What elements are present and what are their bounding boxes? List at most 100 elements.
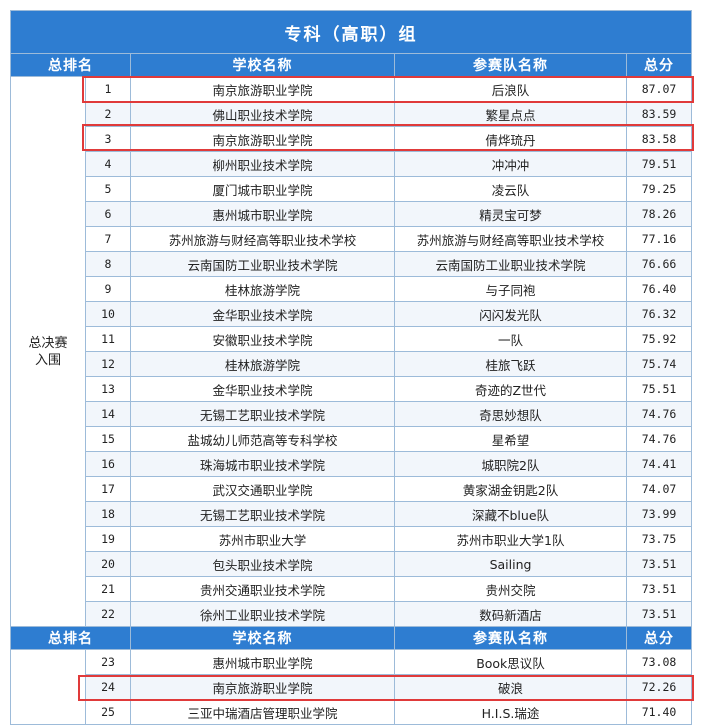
table-row: 19 苏州市职业大学 苏州市职业大学1队 73.75 <box>11 526 693 552</box>
score-cell: 73.51 <box>625 601 693 627</box>
header-school: 学校名称 <box>130 626 395 650</box>
score-cell: 75.74 <box>625 351 693 377</box>
rank-cell: 15 <box>85 426 131 452</box>
rank-cell: 11 <box>85 326 131 352</box>
school-cell: 南京旅游职业学院 <box>130 76 395 102</box>
team-cell: 一队 <box>394 326 627 352</box>
school-cell: 苏州旅游与财经高等职业技术学校 <box>130 226 395 252</box>
header-row: 总排名 学校名称 参赛队名称 总分 <box>10 53 693 77</box>
rank-cell: 21 <box>85 576 131 602</box>
rank-cell: 7 <box>85 226 131 252</box>
score-cell: 74.41 <box>625 451 693 477</box>
school-cell: 三亚中瑞酒店管理职业学院 <box>130 699 395 725</box>
rank-cell: 5 <box>85 176 131 202</box>
score-cell: 76.66 <box>625 251 693 277</box>
rank-cell: 12 <box>85 351 131 377</box>
team-cell: 桂旅飞跃 <box>394 351 627 377</box>
group-label-line1: 总决赛 <box>28 335 68 351</box>
group-cell-empty <box>10 649 86 725</box>
score-cell: 76.40 <box>625 276 693 302</box>
table-row: 21 贵州交通职业技术学院 贵州交院 73.51 <box>11 576 693 602</box>
table-row: 16 珠海城市职业技术学院 城职院2队 74.41 <box>11 451 693 477</box>
score-cell: 73.99 <box>625 501 693 527</box>
school-cell: 徐州工业职业技术学院 <box>130 601 395 627</box>
school-cell: 惠州城市职业学院 <box>130 201 395 227</box>
table-row: 18 无锡工艺职业技术学院 深藏不blue队 73.99 <box>11 501 693 527</box>
score-cell: 75.92 <box>625 326 693 352</box>
table-row: 24 南京旅游职业学院 破浪 72.26 <box>11 674 693 700</box>
score-cell: 83.58 <box>625 126 693 152</box>
header-school: 学校名称 <box>130 53 395 77</box>
rank-cell: 23 <box>85 649 131 675</box>
score-cell: 74.76 <box>625 426 693 452</box>
table-row: 10 金华职业技术学院 闪闪发光队 76.32 <box>11 301 693 327</box>
school-cell: 桂林旅游学院 <box>130 276 395 302</box>
table-row: 13 金华职业技术学院 奇迹的Z世代 75.51 <box>11 376 693 402</box>
second-section: 总排名 学校名称 参赛队名称 总分 <box>10 626 693 650</box>
score-cell: 87.07 <box>625 76 693 102</box>
header-rank: 总排名 <box>10 626 131 650</box>
school-cell: 柳州职业技术学院 <box>130 151 395 177</box>
school-cell: 南京旅游职业学院 <box>130 674 395 700</box>
team-cell: 闪闪发光队 <box>394 301 627 327</box>
table-row: 4 柳州职业技术学院 冲冲冲 79.51 <box>11 151 693 177</box>
team-cell: Book思议队 <box>394 649 627 675</box>
header-score: 总分 <box>625 626 693 650</box>
group-label-line2: 入围 <box>34 352 61 368</box>
team-cell: 凌云队 <box>394 176 627 202</box>
team-cell: 冲冲冲 <box>394 151 627 177</box>
rank-cell: 17 <box>85 476 131 502</box>
header-team: 参赛队名称 <box>394 53 627 77</box>
rank-cell: 19 <box>85 526 131 552</box>
school-cell: 无锡工艺职业技术学院 <box>130 401 395 427</box>
table-row: 20 包头职业技术学院 Sailing 73.51 <box>11 551 693 577</box>
school-cell: 安徽职业技术学院 <box>130 326 395 352</box>
team-cell: 奇迹的Z世代 <box>394 376 627 402</box>
table-row: 6 惠州城市职业学院 精灵宝可梦 78.26 <box>11 201 693 227</box>
score-cell: 73.08 <box>625 649 693 675</box>
table-row: 8 云南国防工业职业技术学院 云南国防工业职业技术学院 76.66 <box>11 251 693 277</box>
table-row: 14 无锡工艺职业技术学院 奇思妙想队 74.76 <box>11 401 693 427</box>
table-title-row: 专科（高职）组 <box>9 10 693 54</box>
score-cell: 79.25 <box>625 176 693 202</box>
score-cell: 74.07 <box>625 476 693 502</box>
table-row: 22 徐州工业职业技术学院 数码新酒店 73.51 <box>11 601 693 627</box>
score-cell: 74.76 <box>625 401 693 427</box>
table-row: 25 三亚中瑞酒店管理职业学院 H.I.S.瑞途 71.40 <box>11 699 693 725</box>
score-cell: 73.51 <box>625 576 693 602</box>
score-cell: 79.51 <box>625 151 693 177</box>
school-cell: 惠州城市职业学院 <box>130 649 395 675</box>
rank-cell: 13 <box>85 376 131 402</box>
rank-cell: 14 <box>85 401 131 427</box>
table-row: 17 武汉交通职业学院 黄家湖金钥匙2队 74.07 <box>11 476 693 502</box>
table-row: 2 佛山职业技术学院 繁星点点 83.59 <box>11 101 693 127</box>
score-cell: 73.75 <box>625 526 693 552</box>
team-cell: 倩烨琉丹 <box>394 126 627 152</box>
final-group-body: 总决赛 入围 1 南京旅游职业学院 后浪队 87.07 2 佛山职业技术学院 繁星点点 83.59… <box>10 76 693 627</box>
ranking-table-container: 专科（高职）组 总排名 学校名称 参赛队名称 总分 总决赛 入围 1 南京旅游职业学院… <box>9 10 693 725</box>
rank-cell: 2 <box>85 101 131 127</box>
table-row: 12 桂林旅游学院 桂旅飞跃 75.74 <box>11 351 693 377</box>
team-cell: 数码新酒店 <box>394 601 627 627</box>
rank-cell: 16 <box>85 451 131 477</box>
team-cell: 深藏不blue队 <box>394 501 627 527</box>
rank-cell: 6 <box>85 201 131 227</box>
score-cell: 78.26 <box>625 201 693 227</box>
team-cell: 星希望 <box>394 426 627 452</box>
rank-cell: 24 <box>85 674 131 700</box>
table-title: 专科（高职）组 <box>9 10 693 54</box>
school-cell: 盐城幼儿师范高等专科学校 <box>130 426 395 452</box>
school-cell: 包头职业技术学院 <box>130 551 395 577</box>
rank-cell: 1 <box>85 76 131 102</box>
ranking-table: 专科（高职）组 总排名 学校名称 参赛队名称 总分 总决赛 入围 1 南京旅游职业学院… <box>9 10 693 725</box>
school-cell: 无锡工艺职业技术学院 <box>130 501 395 527</box>
score-cell: 75.51 <box>625 376 693 402</box>
rank-cell: 8 <box>85 251 131 277</box>
team-cell: 后浪队 <box>394 76 627 102</box>
table-row: 总决赛 入围 1 南京旅游职业学院 后浪队 87.07 <box>10 76 693 627</box>
score-cell: 71.40 <box>625 699 693 725</box>
team-cell: 繁星点点 <box>394 101 627 127</box>
table-row: 9 桂林旅游学院 与子同袍 76.40 <box>11 276 693 302</box>
table-row: 3 南京旅游职业学院 倩烨琉丹 83.58 <box>11 126 693 152</box>
team-cell: 云南国防工业职业技术学院 <box>394 251 627 277</box>
